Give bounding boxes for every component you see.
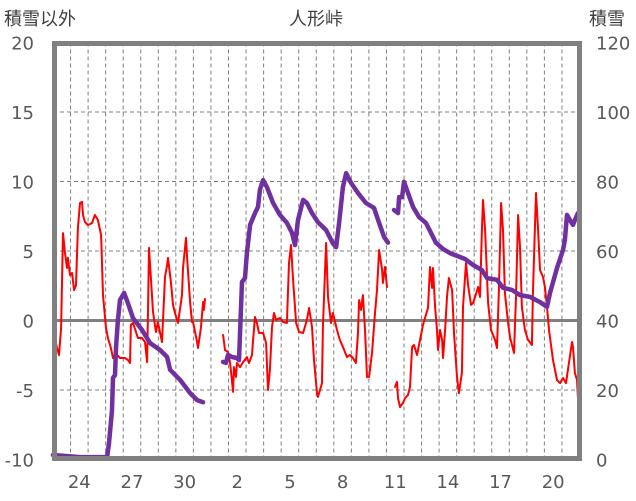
left-y-tick-label: 5 [23, 242, 34, 263]
right-y-tick-label: 40 [596, 312, 619, 333]
right-axis-title: 積雪 [589, 9, 625, 30]
right-y-tick-label: 100 [596, 103, 630, 124]
chart-title: 人形峠 [289, 9, 343, 30]
right-y-tick-label: 120 [596, 34, 630, 55]
right-y-tick-label: 80 [596, 173, 619, 194]
left-y-tick-label: 20 [11, 34, 34, 55]
left-y-tick-label: 10 [11, 173, 34, 194]
series-lines [50, 170, 581, 460]
right-y-tick-label: 20 [596, 381, 619, 402]
right-y-tick-label: 0 [596, 451, 607, 472]
right-y-tick-label: 60 [596, 242, 619, 263]
snow-depth-series-line [391, 179, 581, 310]
left-axis-title: 積雪以外 [4, 9, 76, 30]
x-tick-label: 20 [542, 472, 565, 493]
x-tick-label: 8 [337, 472, 348, 493]
left-y-tick-label: 15 [11, 103, 34, 124]
x-tick-label: 2 [232, 472, 243, 493]
snow-depth-series-line [50, 290, 206, 460]
left-y-tick-label: -10 [5, 451, 34, 472]
gridlines [53, 42, 580, 460]
left-y-tick-label: 0 [23, 312, 34, 333]
x-tick-label: 30 [173, 472, 196, 493]
non-snow-series-line [53, 200, 206, 364]
x-tick-label: 11 [384, 472, 407, 493]
snow-depth-series-line [220, 170, 391, 366]
x-tick-label: 27 [121, 472, 144, 493]
x-tick-label: 24 [68, 472, 91, 493]
left-y-tick-label: -5 [16, 381, 34, 402]
x-tick-label: 17 [489, 472, 512, 493]
x-tick-label: 14 [436, 472, 459, 493]
tick-labels: 20 15 10 5 0 -5 -10 120 100 80 60 40 20 0 24 27 30 2 5 8 11 1… [5, 34, 631, 494]
plot-frame [52, 41, 582, 461]
x-tick-label: 5 [284, 472, 295, 493]
non-snow-series-line [222, 241, 388, 398]
non-snow-series-line [394, 192, 579, 408]
